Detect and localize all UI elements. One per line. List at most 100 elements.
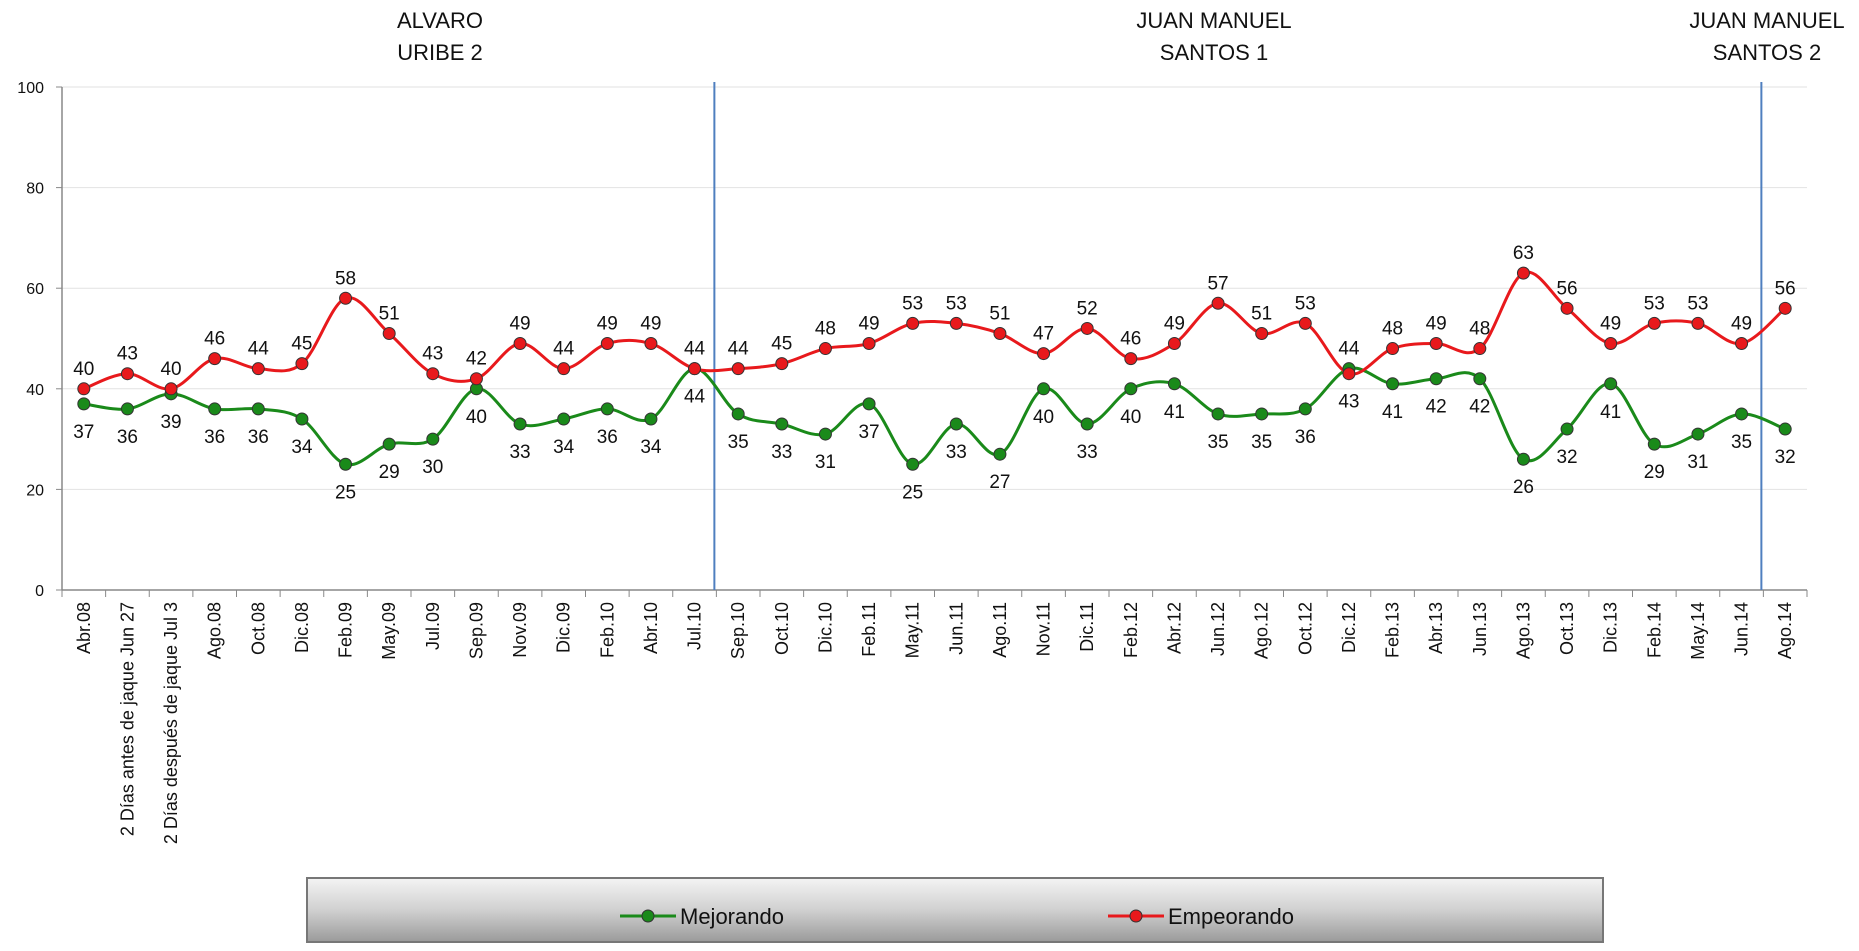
period-label: SANTOS 1 xyxy=(1160,40,1268,65)
data-label: 57 xyxy=(1207,273,1228,294)
data-label: 43 xyxy=(1338,392,1359,413)
series-marker xyxy=(1255,326,1269,340)
series-marker xyxy=(862,397,876,411)
x-tick-label: Ago.11 xyxy=(990,602,1010,658)
series-marker xyxy=(513,417,527,431)
data-label: 34 xyxy=(553,437,575,458)
series-marker xyxy=(339,457,353,471)
x-tick-label: Oct.08 xyxy=(248,602,268,655)
x-tick-label: Dic.08 xyxy=(292,602,312,653)
legend-box xyxy=(306,877,1604,943)
series-marker xyxy=(1167,377,1181,391)
data-label: 33 xyxy=(771,442,792,463)
series-marker xyxy=(295,357,309,371)
data-label: 53 xyxy=(902,293,923,314)
series-marker xyxy=(251,362,265,376)
series-marker xyxy=(688,362,702,376)
data-label: 45 xyxy=(771,334,792,355)
data-label: 56 xyxy=(1556,278,1577,299)
x-tick-label: Ago.14 xyxy=(1775,602,1795,659)
data-label: 26 xyxy=(1513,477,1534,498)
x-tick-label: 2 Días después de jaque Jul 3 xyxy=(161,602,181,844)
data-label: 44 xyxy=(684,339,706,360)
data-label: 42 xyxy=(1426,397,1447,418)
series-marker xyxy=(1647,437,1661,451)
data-label: 40 xyxy=(466,407,487,428)
data-label: 58 xyxy=(335,268,356,289)
series-marker xyxy=(1298,316,1312,330)
x-tick-label: Ago.13 xyxy=(1513,602,1533,659)
data-label: 35 xyxy=(1207,432,1228,453)
data-label: 46 xyxy=(1120,329,1141,350)
series-marker xyxy=(77,397,91,411)
x-tick-label: Jun.11 xyxy=(946,602,966,655)
series-marker xyxy=(251,402,265,416)
series-marker xyxy=(1691,316,1705,330)
data-label: 41 xyxy=(1164,402,1185,423)
x-tick-label: Dic.12 xyxy=(1339,602,1359,653)
series-marker xyxy=(818,342,832,356)
series-marker xyxy=(731,407,745,421)
series-marker xyxy=(426,432,440,446)
data-label: 51 xyxy=(989,303,1010,324)
data-label: 37 xyxy=(858,422,879,443)
series-marker xyxy=(1342,367,1356,381)
series-marker xyxy=(775,417,789,431)
series-marker xyxy=(1735,337,1749,351)
series-marker xyxy=(339,291,353,305)
data-label: 44 xyxy=(684,387,706,408)
x-tick-label: Sep.09 xyxy=(466,602,486,659)
x-tick-label: Feb.11 xyxy=(859,602,879,657)
data-label: 35 xyxy=(728,432,749,453)
series-marker xyxy=(1516,266,1530,280)
series-marker xyxy=(993,326,1007,340)
x-tick-label: Jul.10 xyxy=(685,602,705,650)
data-label: 48 xyxy=(1382,319,1403,340)
series-marker xyxy=(1167,337,1181,351)
x-tick-label: May.11 xyxy=(903,602,923,658)
series-marker xyxy=(164,382,178,396)
data-label: 33 xyxy=(1077,442,1098,463)
legend-item: Empeorando xyxy=(1108,904,1294,929)
data-label: 44 xyxy=(1338,339,1360,360)
series-marker xyxy=(993,447,1007,461)
x-tick-label: Jun.12 xyxy=(1208,602,1228,656)
series-marker xyxy=(513,337,527,351)
series-marker xyxy=(906,316,920,330)
series-marker xyxy=(1647,316,1661,330)
x-tick-label: Ago.08 xyxy=(205,602,225,659)
data-label: 29 xyxy=(379,462,400,483)
y-tick-label: 0 xyxy=(35,583,44,600)
series-marker xyxy=(600,402,614,416)
series-marker xyxy=(1386,377,1400,391)
x-tick-label: Oct.13 xyxy=(1557,602,1577,655)
x-tick-label: Ago.12 xyxy=(1252,602,1272,659)
x-tick-label: May.09 xyxy=(379,602,399,660)
data-label: 31 xyxy=(815,452,836,473)
x-tick-label: Abr.12 xyxy=(1164,602,1184,654)
data-label: 32 xyxy=(1556,447,1577,468)
x-tick-label: Dic.10 xyxy=(815,602,835,653)
series-marker xyxy=(382,437,396,451)
x-tick-label: Feb.10 xyxy=(597,602,617,658)
data-label: 63 xyxy=(1513,243,1534,264)
x-tick-label: May.14 xyxy=(1688,602,1708,660)
data-label: 52 xyxy=(1077,298,1098,319)
series-marker xyxy=(1429,372,1443,386)
period-label: JUAN MANUEL xyxy=(1689,8,1844,33)
data-label: 53 xyxy=(1644,293,1665,314)
x-tick-label: Dic.13 xyxy=(1601,602,1621,653)
series-marker xyxy=(1560,301,1574,315)
series-marker xyxy=(949,316,963,330)
series-marker xyxy=(1386,342,1400,356)
data-label: 47 xyxy=(1033,324,1054,345)
series-marker xyxy=(469,372,483,386)
x-tick-label: Oct.12 xyxy=(1295,602,1315,655)
period-label: SANTOS 2 xyxy=(1713,40,1821,65)
data-label: 53 xyxy=(1295,293,1316,314)
y-tick-label: 80 xyxy=(26,181,44,198)
series-marker xyxy=(731,362,745,376)
data-label: 56 xyxy=(1775,278,1796,299)
data-label: 53 xyxy=(946,293,967,314)
series-marker xyxy=(906,457,920,471)
